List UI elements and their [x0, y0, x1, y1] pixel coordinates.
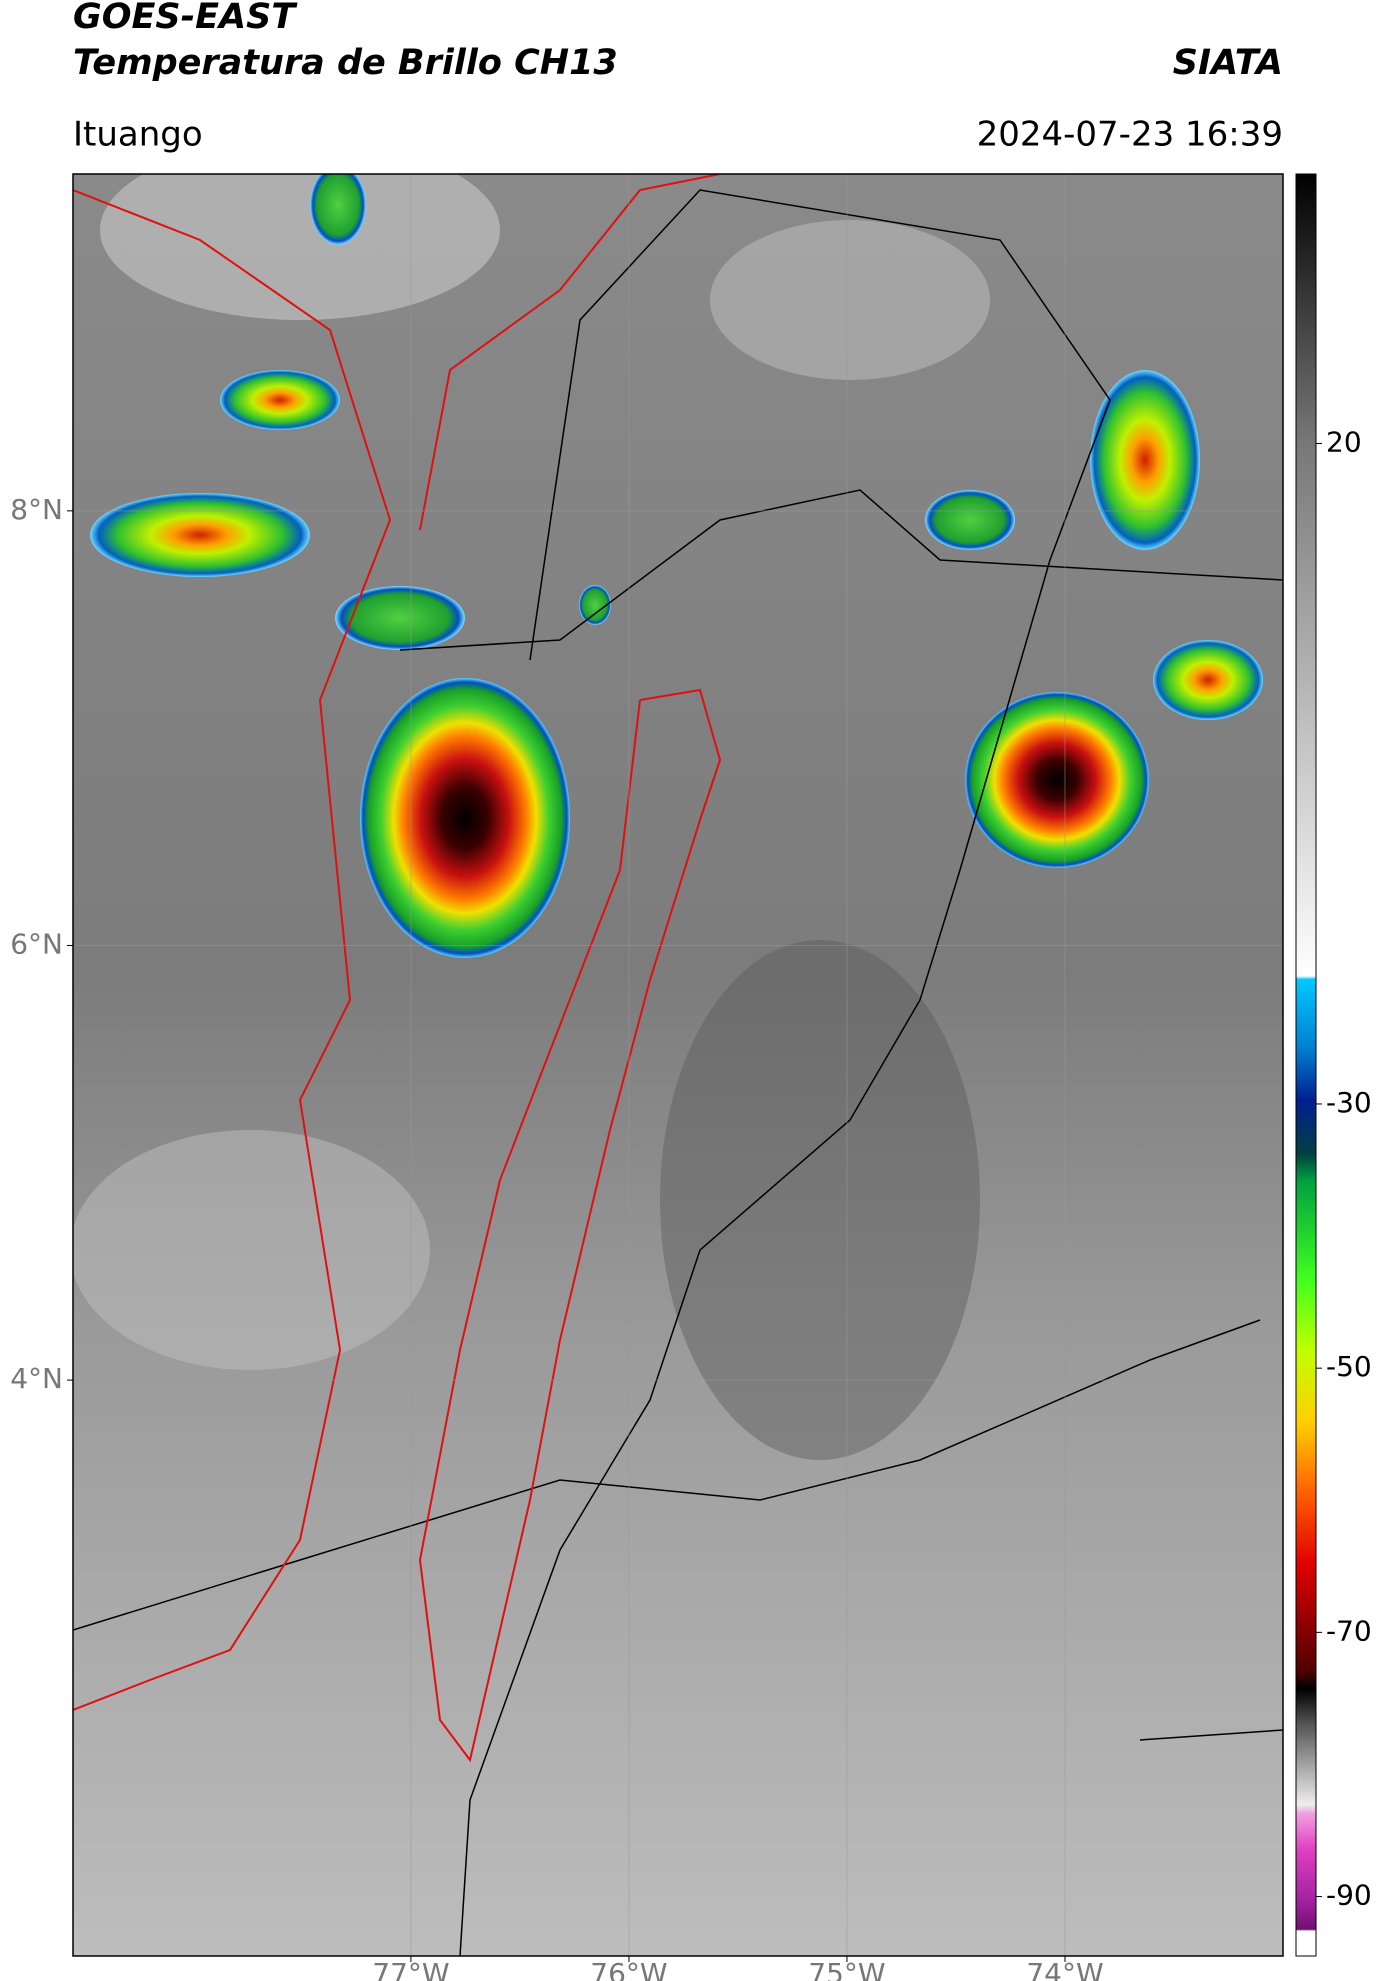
colorbar-label: -30 — [1326, 1086, 1372, 1119]
cell — [925, 490, 1015, 550]
storm — [965, 692, 1149, 868]
x-tick-label: 74°W — [1026, 1957, 1103, 1981]
border — [399, 489, 1283, 651]
region-outline — [418, 688, 722, 1763]
subtitle: Temperatura de Brillo CH13 — [73, 43, 618, 83]
coastline — [73, 189, 392, 1711]
cell — [335, 586, 465, 650]
cloud — [710, 220, 990, 380]
colorbar-label: -70 — [1326, 1614, 1372, 1647]
colorbar-ticks: 20 -30 -50 -70 -90 — [1316, 425, 1372, 1912]
cold-area — [660, 940, 980, 1460]
storm — [360, 678, 570, 958]
x-tick-label: 77°W — [372, 1957, 449, 1981]
x-tick-label: 75°W — [808, 1957, 885, 1981]
colorbar-label: 20 — [1326, 425, 1362, 458]
colorbar-label: -90 — [1326, 1879, 1372, 1912]
y-tick-label: 6°N — [10, 927, 63, 960]
source: SIATA — [1173, 43, 1283, 83]
border — [1139, 1729, 1283, 1741]
colorbar-label: -50 — [1326, 1350, 1372, 1383]
y-tick-label: 8°N — [10, 493, 63, 526]
graticule: 77°W 76°W 75°W 74°W 8°N 6°N 4°N — [10, 174, 1283, 1981]
datetime: 2024-07-23 16:39 — [977, 115, 1283, 155]
border — [459, 189, 1111, 1956]
cell — [310, 174, 366, 245]
border — [73, 1319, 1261, 1631]
region: Ituango — [73, 115, 203, 155]
cell — [579, 585, 611, 625]
map-image — [73, 174, 1283, 1956]
cloud — [73, 1130, 430, 1370]
map-frame — [72, 173, 1284, 1957]
cell — [220, 370, 340, 430]
y-tick-label: 4°N — [10, 1362, 63, 1395]
cell — [1090, 370, 1200, 550]
x-tick-label: 76°W — [590, 1957, 667, 1981]
cell — [1153, 640, 1263, 720]
cell — [90, 493, 310, 577]
coastline — [419, 174, 721, 531]
colorbar — [1295, 173, 1317, 1957]
cloud — [100, 174, 500, 320]
satellite-background — [73, 174, 1283, 1956]
title: GOES-EAST — [73, 0, 298, 37]
